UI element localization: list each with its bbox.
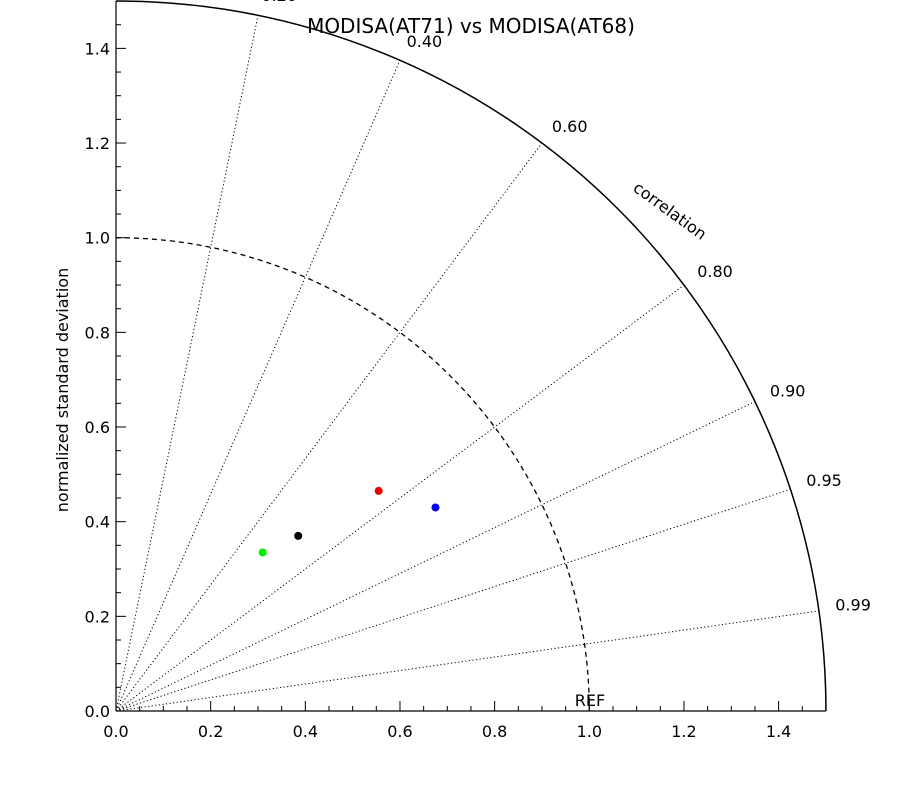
reference-arc xyxy=(115,237,590,712)
correlation-ray xyxy=(115,142,543,712)
x-tick-label: 0.8 xyxy=(482,722,507,741)
x-tick-label: 0.2 xyxy=(198,722,223,741)
correlation-tick-label: 0.80 xyxy=(697,262,733,281)
data-point xyxy=(258,548,267,557)
y-tick-label: 1.2 xyxy=(85,134,110,153)
correlation-grid: 0.20 0.40 0.60 0.80 0.90 0.95 0.99 xyxy=(115,0,871,712)
data-point xyxy=(431,503,440,512)
data-points xyxy=(258,486,440,557)
reference-std-arc xyxy=(115,237,590,712)
y-tick-label: 0.0 xyxy=(85,702,110,721)
x-tick-label: 1.4 xyxy=(766,722,791,741)
ref-label: REF xyxy=(575,691,605,710)
correlation-ray xyxy=(115,488,791,712)
x-tick-label: 0.0 xyxy=(103,722,128,741)
correlation-tick-label: 0.90 xyxy=(770,381,806,400)
chart-title: MODISA(AT71) vs MODISA(AT68) xyxy=(307,14,635,38)
y-tick-label: 0.2 xyxy=(85,607,110,626)
x-tick-label: 1.0 xyxy=(577,722,602,741)
correlation-ray xyxy=(115,284,685,712)
correlation-ray xyxy=(115,60,401,712)
x-tick-label: 1.2 xyxy=(671,722,696,741)
y-tick-label: 1.4 xyxy=(85,39,110,58)
y-tick-label: 0.8 xyxy=(85,323,110,342)
correlation-tick-label: 0.95 xyxy=(806,471,842,490)
data-point xyxy=(294,531,303,540)
plot-frame xyxy=(115,0,827,712)
y-tick-label: 0.4 xyxy=(85,513,110,532)
data-point xyxy=(374,486,383,495)
correlation-ray xyxy=(115,15,259,712)
correlation-tick-label: 0.20 xyxy=(261,0,297,5)
correlation-ray xyxy=(115,610,819,712)
axis-ticks: 0.0 0.2 0.4 0.6 0.8 1.0 1.2 1.4 0.0 0.2 0.4 0.6 0.8 1… xyxy=(85,0,827,741)
correlation-tick-label: 0.60 xyxy=(552,117,588,136)
y-tick-label: 0.6 xyxy=(85,418,110,437)
x-tick-label: 0.4 xyxy=(293,722,318,741)
correlation-tick-label: 0.99 xyxy=(835,596,871,615)
y-tick-label: 1.0 xyxy=(85,229,110,248)
correlation-tick-label: 0.40 xyxy=(407,32,443,51)
outer-arc xyxy=(115,0,827,712)
correlation-ray xyxy=(115,401,756,712)
y-axis-label: normalized standard deviation xyxy=(53,268,72,512)
x-tick-label: 0.6 xyxy=(387,722,412,741)
